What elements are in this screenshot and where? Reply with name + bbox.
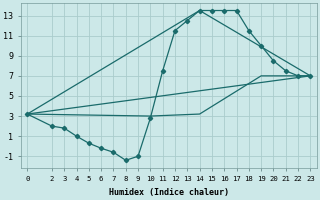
X-axis label: Humidex (Indice chaleur): Humidex (Indice chaleur): [109, 188, 229, 197]
